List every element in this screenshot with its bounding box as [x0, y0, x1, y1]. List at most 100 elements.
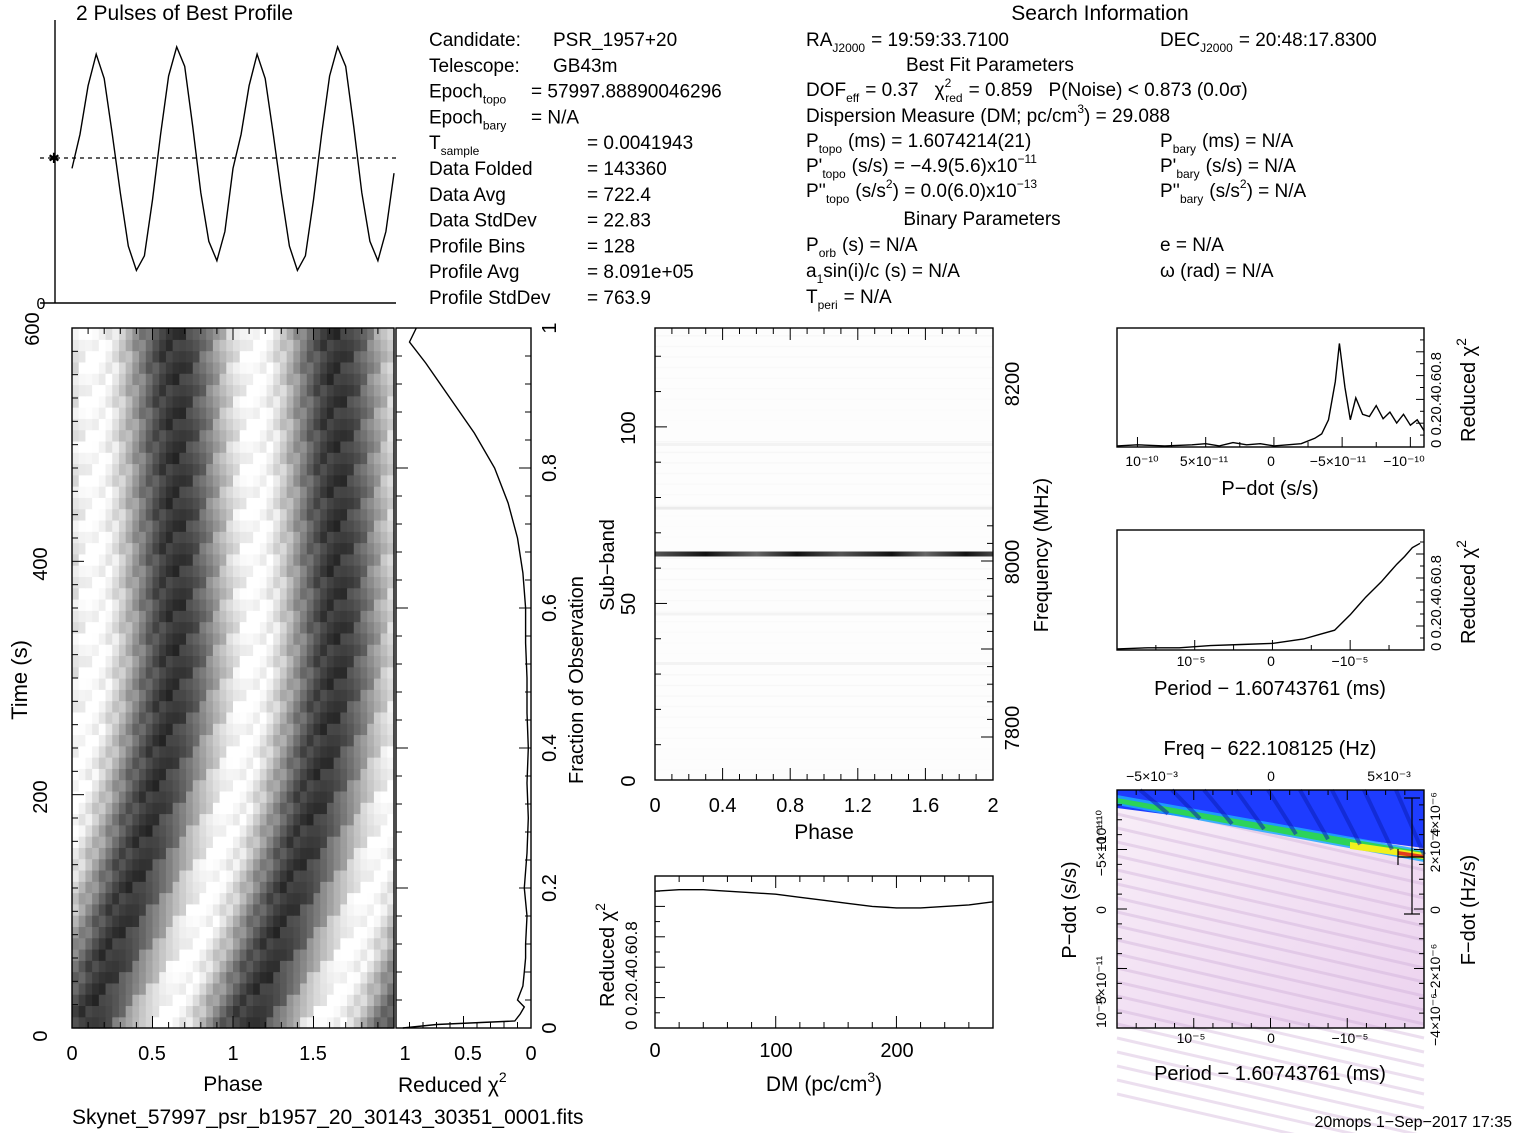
time-phase-cell: [165, 373, 174, 386]
time-phase-cell: [293, 655, 301, 668]
time-phase-cell: [145, 994, 154, 1007]
time-phase-cell: [192, 486, 201, 498]
time-phase-cell: [380, 757, 388, 769]
time-phase-cell: [367, 576, 375, 589]
time-phase-cell: [192, 903, 201, 916]
time-phase-cell: [326, 361, 335, 374]
ppdot-streak: [1116, 952, 1425, 1026]
time-phase-cell: [92, 418, 100, 431]
time-phase-cell: [360, 666, 368, 679]
time-phase-cell: [145, 824, 154, 837]
time-phase-cell: [320, 689, 328, 702]
time-phase-cell: [226, 892, 234, 905]
time-phase-cell: [279, 915, 288, 927]
time-phase-cell: [306, 531, 315, 544]
time-phase-cell: [293, 813, 301, 826]
time-phase-cell: [145, 903, 154, 916]
time-phase-cell: [118, 711, 127, 724]
time-phase-cell: [286, 700, 294, 713]
time-phase-cell: [306, 881, 315, 894]
time-phase-cell: [233, 565, 241, 577]
subband-noise-row: [655, 536, 993, 538]
time-phase-cell: [199, 407, 207, 419]
time-phase-cell: [159, 734, 167, 747]
time-phase-cell: [326, 869, 335, 882]
info-left-row: Data Folded = 143360: [429, 159, 667, 180]
time-phase-cell: [226, 384, 234, 397]
time-phase-cell: [112, 881, 120, 894]
time-phase-cell: [273, 915, 281, 927]
time-phase-cell: [125, 711, 133, 724]
time-phase-cell: [78, 621, 87, 634]
time-phase-cell: [340, 836, 348, 848]
time-phase-cell: [239, 1016, 248, 1029]
time-phase-cell: [139, 655, 147, 668]
time-phase-cell: [159, 587, 167, 600]
time-phase-cell: [206, 361, 214, 374]
time-phase-cell: [360, 395, 368, 408]
fraction-tick-labels: 00.20.40.60.81: [539, 322, 561, 1033]
time-phase-cell: [105, 678, 113, 690]
time-phase-cell: [152, 621, 160, 634]
time-phase-cell: [165, 429, 174, 442]
time-phase-cell: [367, 463, 375, 476]
time-phase-cell: [206, 790, 214, 803]
time-phase-cell: [152, 689, 160, 702]
time-phase-cell: [219, 858, 227, 871]
info-key: Profile Avg: [429, 262, 519, 283]
time-phase-cell: [186, 711, 194, 724]
time-phase-cell: [78, 610, 87, 623]
time-phase-cell: [320, 519, 328, 532]
time-phase-cell: [320, 632, 328, 645]
time-phase-cell: [206, 937, 214, 950]
time-phase-cell: [139, 790, 147, 803]
time-phase-cell: [300, 452, 308, 465]
time-phase-cell: [353, 598, 362, 611]
time-phase-cell: [125, 678, 133, 690]
time-phase-cell: [360, 463, 368, 476]
ppdot-streak: [1116, 910, 1425, 984]
time-phase-cell: [259, 350, 268, 363]
time-phase-cell: [340, 948, 348, 961]
time-phase-cell: [199, 418, 207, 431]
time-phase-cell: [112, 565, 120, 577]
time-phase-cell: [98, 576, 107, 589]
ppdot-streak: [1116, 868, 1425, 942]
time-phase-cell: [186, 452, 194, 465]
time-phase-cell: [179, 768, 187, 781]
time-phase-cell: [380, 373, 388, 386]
time-phase-cell: [246, 903, 254, 916]
time-phase-cell: [387, 994, 395, 1007]
time-phase-cell: [373, 361, 382, 374]
time-phase-cell: [139, 384, 147, 397]
time-phase-cell: [172, 531, 180, 544]
time-phase-cell: [259, 339, 268, 352]
time-phase-cell: [145, 519, 154, 532]
time-phase-cell: [246, 418, 254, 431]
time-phase-cell: [172, 463, 180, 476]
pddtopo-sup: 2: [886, 177, 893, 191]
time-phase-cell: [286, 689, 294, 702]
time-phase-cell: [226, 440, 234, 453]
time-phase-cell: [239, 519, 248, 532]
time-phase-cell: [246, 519, 254, 532]
time-phase-cell: [373, 666, 382, 679]
dm-curve-line: [654, 889, 994, 909]
time-phase-cell: [326, 689, 335, 702]
time-phase-cell: [300, 700, 308, 713]
time-phase-cell: [112, 429, 120, 442]
time-phase-cell: [219, 971, 227, 984]
time-phase-cell: [233, 655, 241, 668]
time-phase-cell: [380, 429, 388, 442]
time-phase-cell: [192, 1005, 201, 1018]
time-phase-cell: [72, 689, 80, 702]
time-phase-cell: [145, 553, 154, 566]
time-phase-cell: [192, 757, 201, 769]
time-phase-cell: [199, 519, 207, 532]
time-phase-cell: [226, 757, 234, 769]
time-phase-cell: [212, 971, 221, 984]
time-phase-cell: [233, 373, 241, 386]
time-phase-cell: [347, 418, 355, 431]
time-phase-cell: [132, 689, 140, 702]
